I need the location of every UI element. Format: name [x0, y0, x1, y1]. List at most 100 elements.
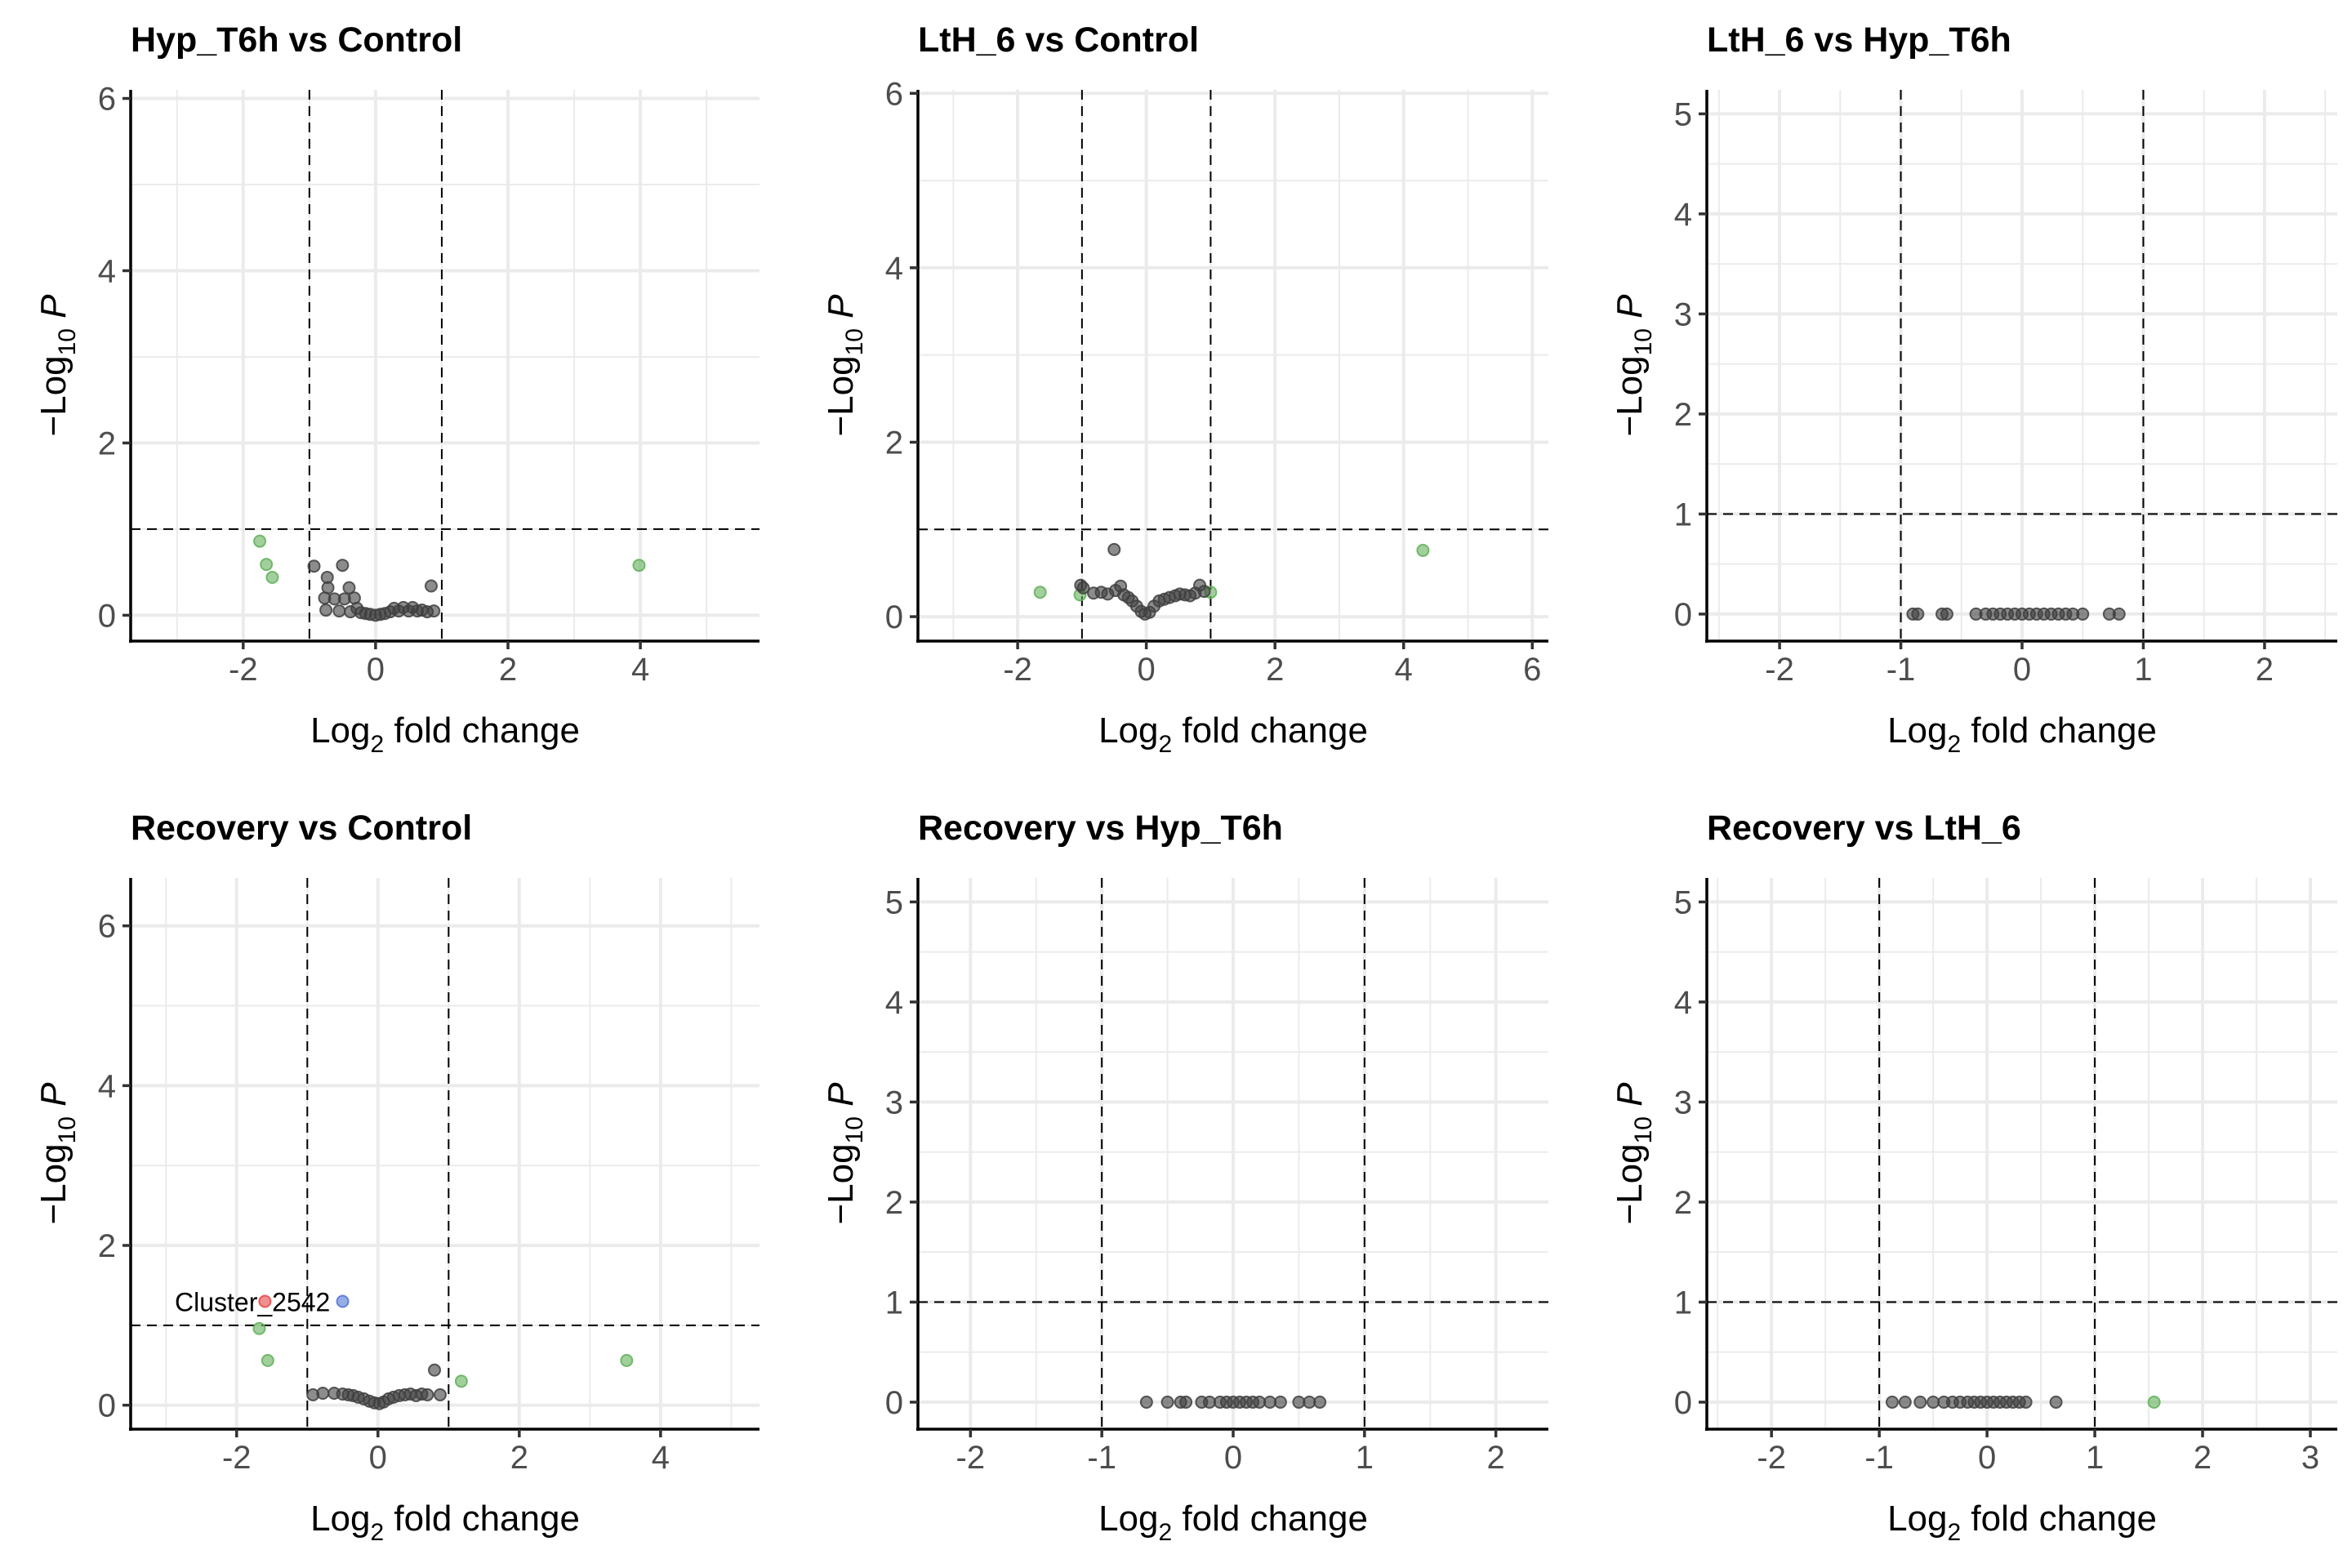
x-tick-label: -2 [1003, 652, 1032, 688]
x-axis-title: Log2 fold change [1098, 710, 1368, 758]
data-point-ns [1273, 1395, 1287, 1409]
data-point-log2fc [632, 559, 646, 572]
x-axis-title: Log2 fold change [310, 1499, 580, 1546]
y-axis-title-main: −Log [1610, 1143, 1650, 1224]
x-axis-title-rest: fold change [1172, 710, 1368, 751]
y-tick-label: 4 [1674, 985, 1692, 1021]
y-tick-label: 6 [885, 76, 903, 112]
y-axis-title-subscript: 10 [841, 328, 868, 355]
y-axis-title-rest: P [821, 294, 861, 328]
y-tick-label: 6 [98, 82, 116, 118]
data-point-ns [1139, 1395, 1153, 1409]
data-point-ns [2049, 1395, 2063, 1409]
data-point-log2fc [620, 1353, 634, 1367]
y-tick-label: 0 [885, 1385, 903, 1421]
data-point-ns [319, 604, 333, 617]
x-tick-label: 0 [369, 1440, 387, 1476]
data-point-ns [2076, 607, 2090, 621]
x-tick-label: 4 [652, 1440, 670, 1476]
x-axis-title-main: Log [1887, 1499, 1947, 1539]
x-tick-label: 2 [2256, 652, 2274, 688]
y-axis-title-rest: P [33, 294, 74, 328]
panel-title: LtH_6 vs Hyp_T6h [1707, 20, 2011, 60]
data-point-ns [1076, 581, 1090, 595]
data-point-ns [1160, 1395, 1174, 1409]
y-tick-label: 2 [1674, 397, 1692, 433]
data-point-log2fc [260, 558, 274, 572]
data-point-ns [1911, 607, 1925, 621]
panel-gridlines [131, 90, 760, 641]
x-axis-title-main: Log [310, 1499, 370, 1539]
y-tick-label: 4 [98, 1068, 116, 1104]
x-tick-label: 1 [2086, 1440, 2104, 1476]
x-tick-label: 1 [2134, 652, 2152, 688]
data-points [252, 1294, 634, 1410]
y-axis-title-subscript: 10 [841, 1116, 868, 1143]
y-axis-title: −Log10 P [1610, 1082, 1657, 1225]
data-point-ns [428, 1363, 442, 1377]
y-axis-title-rest: P [821, 1082, 861, 1116]
data-point-ns [427, 604, 441, 618]
x-tick-label: -2 [229, 652, 258, 688]
data-point-ns [2112, 607, 2126, 621]
y-tick-label: 4 [98, 253, 116, 289]
data-points [1139, 1395, 1327, 1409]
y-tick-label: 3 [1674, 1085, 1692, 1120]
x-axis-title-subscript: 2 [1947, 1519, 1961, 1546]
y-axis-title: −Log10 P [33, 1082, 81, 1225]
y-tick-label: 2 [1674, 1185, 1692, 1221]
data-point-ns [1940, 607, 1953, 621]
data-point-ns [316, 1386, 330, 1400]
y-tick-label: 2 [885, 1185, 903, 1221]
y-axis-title: −Log10 P [33, 294, 81, 437]
y-tick-label: 1 [885, 1285, 903, 1321]
data-point-ns [424, 579, 438, 593]
x-tick-label: 4 [631, 652, 649, 688]
y-tick-label: 5 [1674, 884, 1692, 920]
volcano-panel-4: Cluster_2542 -2 0 2 4 0 2 4 6 Recovery vs Control… [33, 808, 760, 1546]
data-point-ns [1927, 1395, 1940, 1409]
x-axis-title: Log2 fold change [310, 710, 580, 758]
y-tick-label: 2 [885, 425, 903, 461]
x-axis-title-main: Log [310, 710, 370, 751]
data-point-ns [433, 1388, 447, 1401]
data-points [1033, 542, 1430, 621]
data-point-p [336, 1294, 350, 1308]
x-tick-label: 0 [1224, 1440, 1242, 1476]
x-tick-label: -1 [1864, 1440, 1894, 1476]
x-axis-title-subscript: 2 [370, 731, 384, 758]
y-axis-title: −Log10 P [1610, 294, 1657, 437]
y-tick-label: 0 [885, 599, 903, 635]
data-point-log2fc [1033, 586, 1047, 599]
data-point-ns [1898, 1395, 1912, 1409]
x-axis-title-subscript: 2 [1158, 1519, 1172, 1546]
y-tick-label: 4 [1674, 197, 1692, 233]
data-point-ns [307, 559, 321, 573]
x-axis-title: Log2 fold change [1887, 710, 2157, 758]
x-tick-label: 6 [1523, 652, 1541, 688]
panel-title: Recovery vs Hyp_T6h [918, 808, 1283, 848]
x-axis-title-main: Log [1887, 710, 1947, 751]
y-tick-label: 4 [885, 985, 903, 1021]
x-axis-title-rest: fold change [384, 710, 580, 751]
x-tick-label: 2 [1487, 1440, 1505, 1476]
y-axis-title-rest: P [33, 1082, 74, 1116]
x-tick-label: 1 [1356, 1440, 1374, 1476]
y-tick-label: 1 [1674, 1285, 1692, 1321]
x-tick-label: -2 [1765, 652, 1794, 688]
data-point-ns [1179, 1395, 1193, 1409]
panel-gridlines [918, 878, 1548, 1429]
data-point-ns [1885, 1395, 1899, 1409]
data-point-log2fc [265, 570, 279, 584]
data-point-log2fc [454, 1374, 468, 1388]
data-point-log2fc [261, 1353, 274, 1367]
y-tick-label: 0 [98, 1388, 116, 1424]
data-point-ns [1107, 542, 1121, 556]
panel-title: Recovery vs Control [131, 808, 472, 848]
x-tick-label: -1 [1087, 1440, 1116, 1476]
